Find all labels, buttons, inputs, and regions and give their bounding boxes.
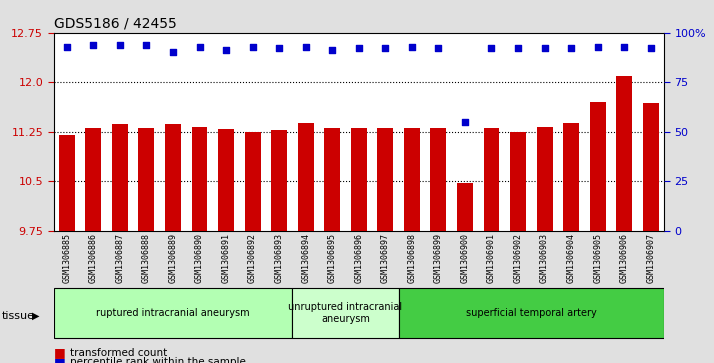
Bar [616, 76, 632, 231]
Bar [643, 103, 659, 231]
Point [380, 46, 391, 52]
Text: percentile rank within the sample: percentile rank within the sample [70, 357, 246, 363]
Text: ■: ■ [54, 356, 65, 363]
Point [273, 46, 285, 52]
Bar [218, 129, 234, 231]
Bar [590, 102, 605, 231]
Text: GDS5186 / 42455: GDS5186 / 42455 [54, 16, 176, 30]
Point [193, 44, 205, 49]
Text: ▶: ▶ [32, 311, 40, 321]
Point [618, 44, 630, 49]
Point [141, 42, 152, 48]
Text: tissue: tissue [2, 311, 35, 321]
Bar [351, 128, 367, 231]
Bar [510, 132, 526, 231]
Bar [298, 123, 313, 231]
Text: superficial temporal artery: superficial temporal artery [466, 308, 597, 318]
Point [539, 46, 550, 52]
Point [300, 44, 311, 49]
Bar [86, 128, 101, 231]
Point [61, 44, 73, 49]
Bar [191, 127, 208, 231]
Bar [112, 124, 128, 231]
Bar [139, 128, 154, 231]
Bar [59, 135, 75, 231]
Point [326, 48, 338, 53]
Point [247, 44, 258, 49]
Text: ■: ■ [54, 346, 65, 359]
Point [459, 119, 471, 125]
Bar [271, 130, 287, 231]
Point [406, 44, 418, 49]
Point [353, 46, 365, 52]
Bar [378, 128, 393, 231]
Point [88, 42, 99, 48]
Text: unruptured intracranial
aneurysm: unruptured intracranial aneurysm [288, 302, 403, 324]
Bar [245, 132, 261, 231]
Bar [404, 128, 420, 231]
Bar [293, 288, 398, 338]
Bar [457, 183, 473, 231]
Point [221, 48, 232, 53]
Bar [54, 288, 293, 338]
Point [486, 46, 497, 52]
Bar [324, 128, 340, 231]
Text: transformed count: transformed count [70, 348, 167, 358]
Bar [431, 128, 446, 231]
Point [114, 42, 126, 48]
Point [592, 44, 603, 49]
Bar [398, 288, 664, 338]
Point [433, 46, 444, 52]
Point [565, 46, 577, 52]
Bar [165, 124, 181, 231]
Point [513, 46, 524, 52]
Bar [483, 128, 500, 231]
Bar [563, 123, 579, 231]
Bar [537, 127, 553, 231]
Text: ruptured intracranial aneurysm: ruptured intracranial aneurysm [96, 308, 250, 318]
Point [167, 50, 178, 56]
Point [645, 46, 656, 52]
